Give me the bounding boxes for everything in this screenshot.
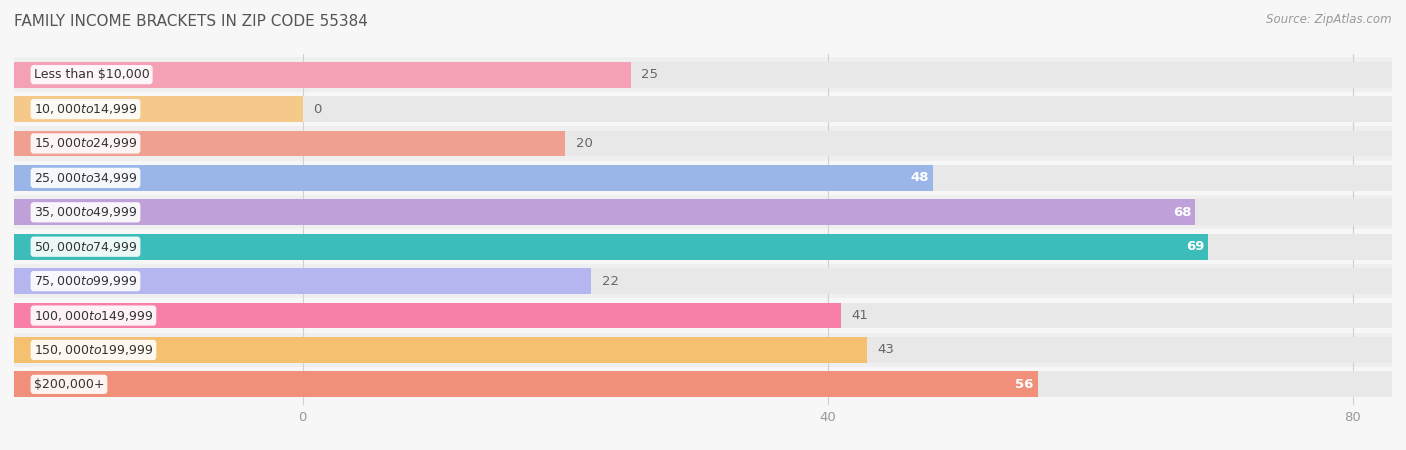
Text: 43: 43 [877, 343, 894, 356]
Bar [14, 268, 1392, 294]
Text: 0: 0 [314, 103, 322, 116]
Bar [14, 92, 1392, 126]
Text: 22: 22 [602, 274, 619, 288]
Bar [14, 234, 1208, 260]
Text: 20: 20 [575, 137, 592, 150]
Bar [14, 367, 1392, 401]
Bar [14, 333, 1392, 367]
Text: $50,000 to $74,999: $50,000 to $74,999 [34, 240, 138, 254]
Bar [14, 264, 1392, 298]
Bar [14, 302, 841, 328]
Text: 41: 41 [851, 309, 868, 322]
Text: $150,000 to $199,999: $150,000 to $199,999 [34, 343, 153, 357]
Bar [14, 199, 1195, 225]
Text: $75,000 to $99,999: $75,000 to $99,999 [34, 274, 138, 288]
Bar [14, 337, 1392, 363]
Bar [14, 96, 1392, 122]
Bar [14, 371, 1038, 397]
Text: Less than $10,000: Less than $10,000 [34, 68, 149, 81]
Text: $100,000 to $149,999: $100,000 to $149,999 [34, 309, 153, 323]
Text: $25,000 to $34,999: $25,000 to $34,999 [34, 171, 138, 185]
Bar [14, 58, 1392, 92]
Text: $10,000 to $14,999: $10,000 to $14,999 [34, 102, 138, 116]
Bar [14, 96, 302, 122]
Text: 69: 69 [1185, 240, 1205, 253]
Bar [14, 62, 631, 88]
Bar [14, 165, 1392, 191]
Text: $200,000+: $200,000+ [34, 378, 104, 391]
Bar [14, 130, 1392, 157]
Bar [14, 371, 1392, 397]
Text: Source: ZipAtlas.com: Source: ZipAtlas.com [1267, 14, 1392, 27]
Bar [14, 298, 1392, 333]
Text: 48: 48 [910, 171, 929, 184]
Text: 56: 56 [1015, 378, 1033, 391]
Text: $15,000 to $24,999: $15,000 to $24,999 [34, 136, 138, 150]
Text: FAMILY INCOME BRACKETS IN ZIP CODE 55384: FAMILY INCOME BRACKETS IN ZIP CODE 55384 [14, 14, 368, 28]
Bar [14, 230, 1392, 264]
Bar [14, 126, 1392, 161]
Bar [14, 337, 868, 363]
Bar [14, 268, 592, 294]
Bar [14, 161, 1392, 195]
Bar [14, 199, 1392, 225]
Bar [14, 130, 565, 157]
Text: 25: 25 [641, 68, 658, 81]
Bar [14, 302, 1392, 328]
Text: 68: 68 [1173, 206, 1191, 219]
Bar [14, 165, 932, 191]
Text: $35,000 to $49,999: $35,000 to $49,999 [34, 205, 138, 219]
Bar [14, 195, 1392, 230]
Bar [14, 234, 1392, 260]
Bar [14, 62, 1392, 88]
